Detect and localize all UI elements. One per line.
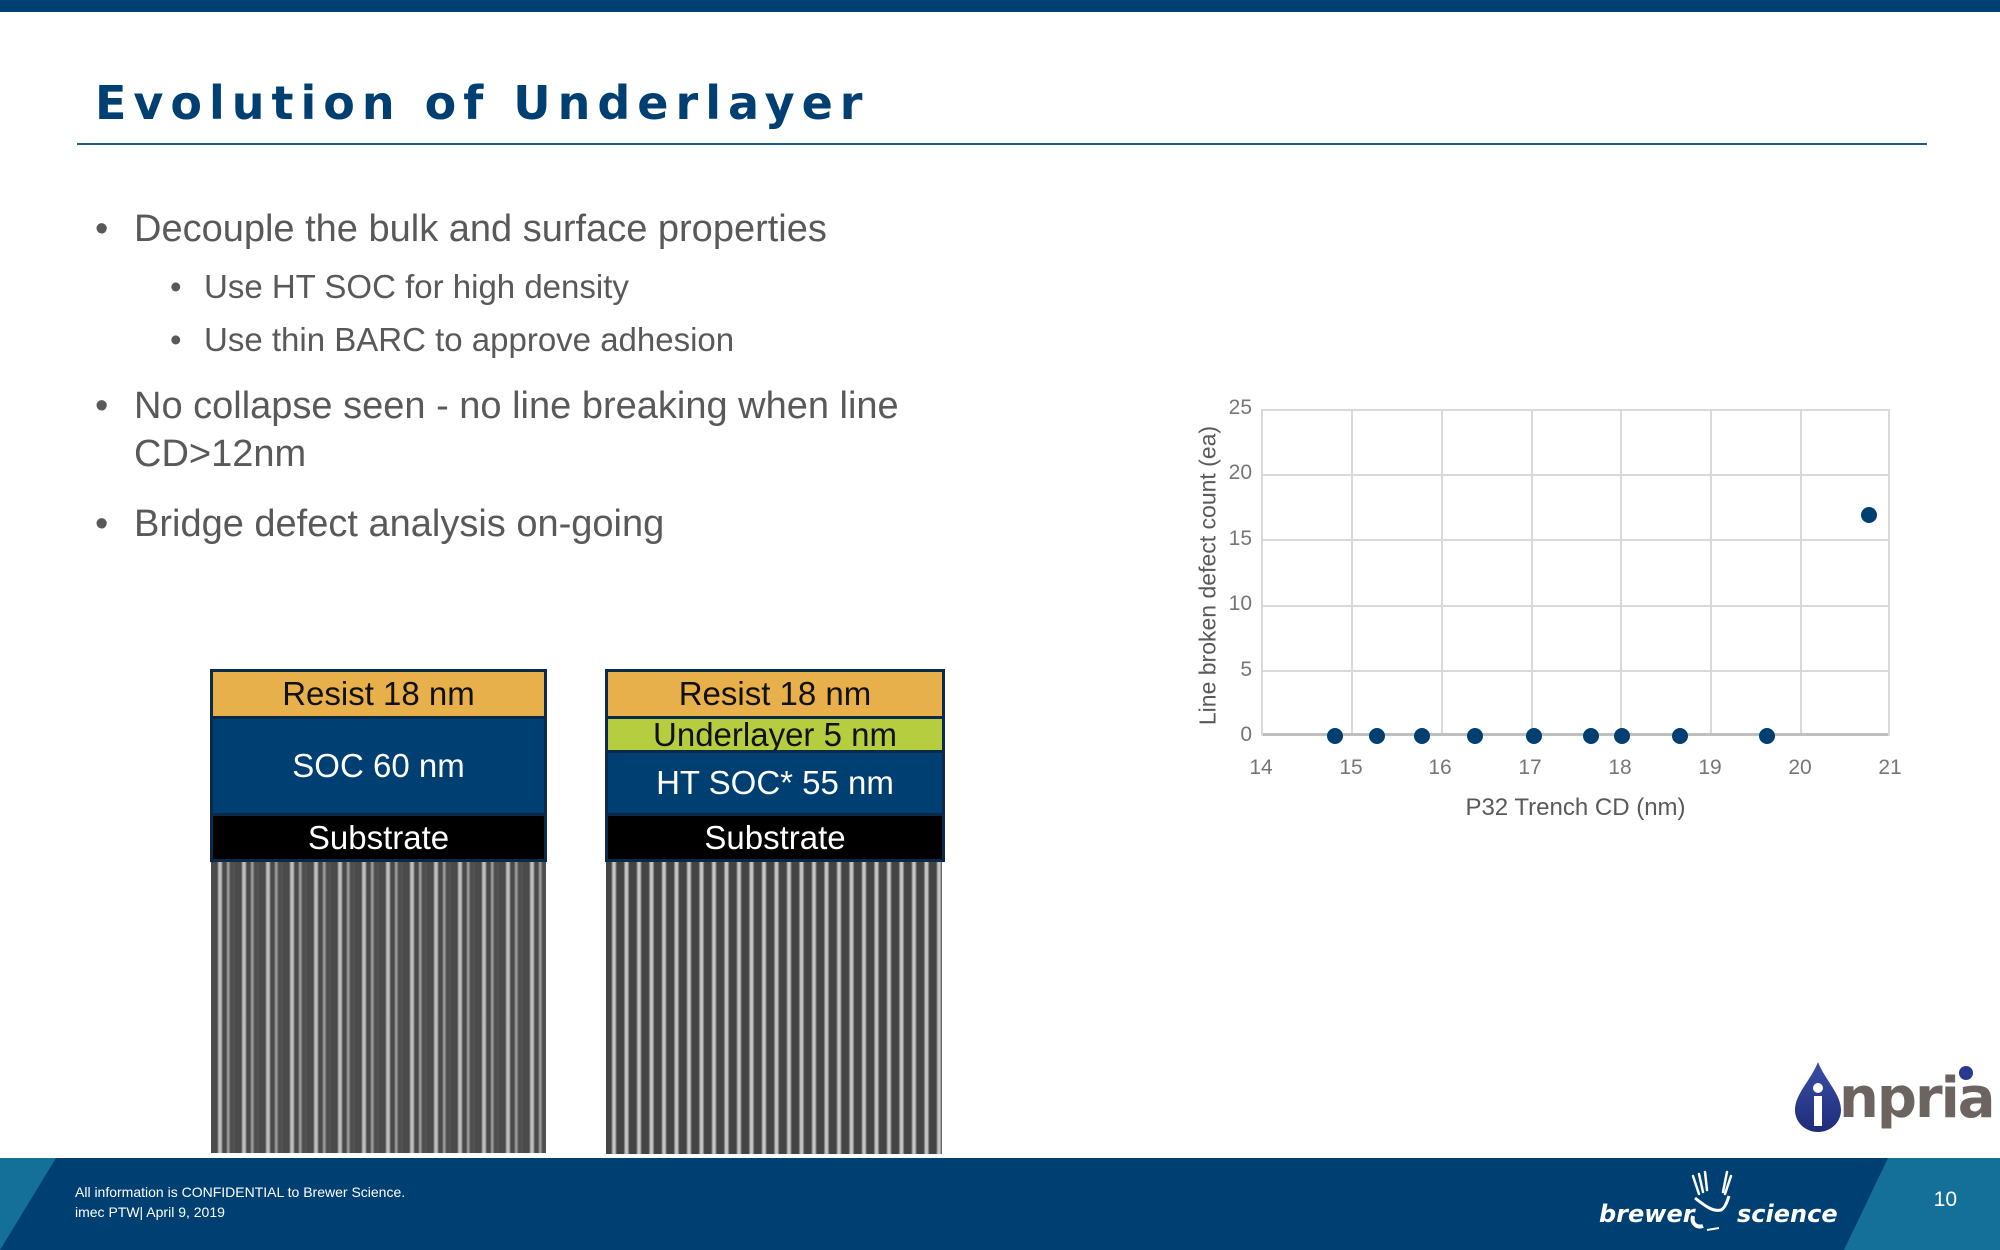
- x-axis-line: [1263, 733, 1888, 736]
- slide-title: Evolution of Underlayer: [95, 76, 870, 130]
- gridline: [1263, 605, 1888, 607]
- data-point: [1525, 728, 1542, 744]
- layer-separator: [213, 813, 544, 816]
- water-drop-icon: [1795, 1062, 1841, 1132]
- x-tick: 18: [1608, 756, 1632, 779]
- layer-underlayer: Underlayer 5 nm: [608, 716, 942, 753]
- film-stack-standard: Resist 18 nm SOC 60 nm Substrate: [210, 669, 547, 862]
- data-point: [1582, 728, 1599, 744]
- layer-soc: SOC 60 nm: [213, 719, 544, 813]
- layer-separator: [608, 750, 942, 753]
- bullet-dot-icon: •: [170, 321, 182, 358]
- y-tick: 5: [1240, 658, 1252, 681]
- confidential-notice: All information is CONFIDENTIAL to Brewe…: [75, 1184, 406, 1200]
- y-tick: 20: [1228, 461, 1252, 484]
- film-stack-underlayer: Resist 18 nm Underlayer 5 nm HT SOC* 55 …: [605, 669, 945, 862]
- layer-substrate: Substrate: [608, 816, 942, 859]
- layer-resist: Resist 18 nm: [213, 672, 544, 716]
- brewer-science-logo: brewer science: [1595, 1170, 1838, 1240]
- eagle-icon: [1690, 1170, 1733, 1231]
- layer-separator: [608, 813, 942, 816]
- bullet-dot-icon: •: [95, 385, 109, 427]
- y-tick: 25: [1228, 396, 1252, 419]
- x-tick: 21: [1878, 756, 1902, 779]
- y-tick: 10: [1228, 592, 1252, 615]
- x-axis-label: P32 Trench CD (nm): [1465, 794, 1686, 821]
- data-point: [1759, 728, 1776, 744]
- gridline: [1620, 411, 1622, 734]
- event-date: imec PTW| April 9, 2019: [75, 1204, 225, 1220]
- data-point: [1671, 728, 1688, 744]
- logo-word-science: science: [1737, 1200, 1838, 1228]
- y-tick: 0: [1240, 723, 1252, 746]
- x-tick: 16: [1428, 756, 1452, 779]
- x-tick: 20: [1788, 756, 1812, 779]
- y-tick: 15: [1228, 527, 1252, 550]
- y-axis-label: Line broken defect count (ea): [1194, 425, 1221, 726]
- gridline: [1263, 670, 1888, 672]
- layer-ht-soc: HT SOC* 55 nm: [608, 753, 942, 813]
- x-tick: 17: [1518, 756, 1542, 779]
- gridline: [1710, 411, 1712, 734]
- title-divider: [77, 143, 1927, 145]
- x-tick: 15: [1339, 756, 1363, 779]
- footer-bar: All information is CONFIDENTIAL to Brewe…: [0, 1158, 2000, 1250]
- footer-right-panel: [1888, 1158, 2000, 1250]
- layer-substrate: Substrate: [213, 816, 544, 859]
- footer-text: All information is CONFIDENTIAL to Brewe…: [75, 1182, 405, 1222]
- data-point: [1368, 728, 1385, 744]
- bullet-dot-icon: •: [95, 208, 109, 250]
- data-point: [1467, 728, 1484, 744]
- bullet-dot-icon: •: [170, 268, 182, 305]
- bullet-dot-icon: •: [95, 503, 109, 545]
- gridline: [1263, 474, 1888, 476]
- sem-image-straight-lines: [606, 862, 942, 1154]
- footer-right-accent: [1844, 1158, 1888, 1250]
- layer-separator: [608, 716, 942, 719]
- logo-dot: [1959, 1066, 1973, 1080]
- page-number: 10: [1933, 1188, 1957, 1211]
- gridline: [1263, 539, 1888, 541]
- scatter-chart: Line broken defect count (ea) 25 20 15 1…: [1160, 390, 1960, 830]
- logo-word-brewer: brewer: [1599, 1200, 1695, 1228]
- gridline: [1531, 411, 1533, 734]
- plot-area: [1261, 409, 1890, 744]
- top-accent-bar: [0, 0, 2000, 12]
- layer-resist: Resist 18 nm: [608, 672, 942, 716]
- sem-image-collapsed-lines: [211, 862, 546, 1153]
- data-point: [1413, 728, 1430, 744]
- gridline: [1351, 411, 1353, 734]
- data-point: [1861, 507, 1878, 523]
- layer-separator: [213, 716, 544, 719]
- data-point: [1326, 728, 1343, 744]
- data-point: [1614, 728, 1631, 744]
- inpria-logo: npria: [1795, 1058, 1996, 1138]
- gridline: [1800, 411, 1802, 734]
- footer-left-accent: [0, 1158, 56, 1250]
- x-tick: 14: [1249, 756, 1273, 779]
- x-tick: 19: [1698, 756, 1722, 779]
- gridline: [1441, 411, 1443, 734]
